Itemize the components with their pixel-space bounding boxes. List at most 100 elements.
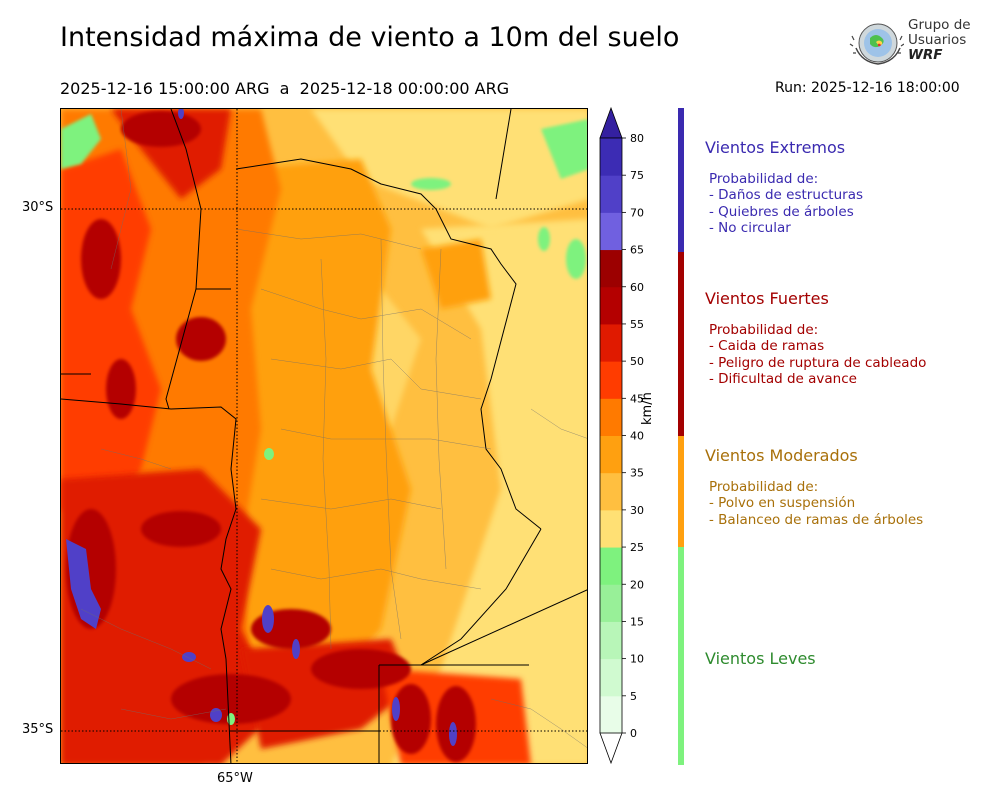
colorbar-tick-label: 60 (630, 281, 644, 294)
category-extreme-title: Vientos Extremos (705, 138, 846, 157)
colorbar-segment (600, 398, 622, 436)
dark-red-core-9 (391, 684, 431, 754)
prob-item: - Quiebres de árboles (709, 203, 854, 220)
colorbar-tick-label: 40 (630, 430, 644, 443)
category-moderate: Vientos Moderados Probabilidad de: - Pol… (705, 446, 995, 528)
colorbar-svg: 0 5 10 15 20 25 30 35 40 45 50 55 60 65 70 75 80 (599, 106, 644, 765)
prob-item: - Caida de ramas (709, 338, 825, 355)
category-extreme-list: Probabilidad de: - Daños de estructuras … (709, 171, 995, 236)
extreme-category-bar (678, 108, 684, 252)
green-patch-3 (566, 239, 586, 279)
green-patch-2 (541, 119, 587, 179)
colorbar-extend-max (599, 106, 623, 139)
orange-region-central (211, 159, 411, 709)
prob-item: - Balanceo de ramas de árboles (709, 511, 924, 528)
colorbar-tick-label: 45 (630, 392, 644, 405)
logo-line-2: Usuarios (908, 32, 967, 48)
dark-red-core-11 (176, 317, 226, 361)
period-separator: a (279, 79, 290, 98)
dark-red-core-1 (121, 111, 201, 147)
green-patch-5 (538, 227, 550, 251)
colorbar: 0 5 10 15 20 25 30 35 40 45 50 55 60 65 70 75 80 (596, 106, 656, 768)
colorbar-segment (600, 361, 622, 399)
colorbar-tick-label: 0 (630, 727, 637, 740)
colorbar-tick-label: 20 (630, 578, 644, 591)
colorbar-unit: km/h (640, 392, 655, 425)
colorbar-tick-label: 50 (630, 355, 644, 368)
purple-cell-1 (66, 539, 101, 629)
category-light: Vientos Leves (705, 649, 995, 668)
prob-item: - No circular (709, 219, 791, 236)
wind-map-svg (61, 109, 587, 763)
forecast-period: 2025-12-16 15:00:00 ARG a 2025-12-18 00:… (60, 79, 509, 98)
light-category-bar (678, 547, 684, 765)
purple-cell-8 (178, 109, 184, 119)
colorbar-segment (600, 212, 622, 251)
colorbar-segment (600, 472, 622, 511)
prob-item: - Daños de estructuras (709, 187, 864, 204)
colorbar-segment (600, 286, 622, 325)
colorbar-segment (600, 323, 622, 362)
colorbar-tick-label: 70 (630, 206, 644, 219)
category-strong-list: Probabilidad de: - Caida de ramas - Peli… (709, 322, 995, 387)
period-start: 2025-12-16 15:00:00 ARG (60, 79, 270, 98)
prob-header: Probabilidad de: (709, 322, 819, 338)
orange-region-lake (421, 239, 491, 309)
dark-red-core-8 (311, 649, 411, 689)
moderate-category-bar (678, 436, 684, 547)
green-patch-1 (61, 114, 101, 169)
dark-red-core-7 (171, 674, 291, 724)
colorbar-tick-label: 80 (630, 132, 644, 145)
colorbar-extend-min (599, 732, 623, 765)
globe-icon (849, 23, 904, 65)
colorbar-tick-label: 55 (630, 318, 644, 331)
category-strong: Vientos Fuertes Probabilidad de: - Caida… (705, 289, 995, 387)
province-boundaries (61, 109, 587, 763)
colorbar-tick-label: 35 (630, 467, 644, 480)
category-light-title: Vientos Leves (705, 649, 816, 668)
wind-map (60, 108, 588, 764)
yellow-region-east (392, 219, 587, 763)
colorbar-segment (600, 249, 622, 288)
period-end: 2025-12-18 00:00:00 ARG (299, 79, 510, 98)
run-timestamp: Run: 2025-12-16 18:00:00 (775, 80, 960, 96)
prob-item: - Polvo en suspensión (709, 495, 856, 512)
colorbar-tick-label: 15 (630, 615, 644, 628)
prob-header: Probabilidad de: (709, 479, 819, 495)
colorbar-segment (600, 658, 622, 697)
page-title: Intensidad máxima de viento a 10m del su… (60, 22, 680, 53)
colorbar-segment (600, 509, 622, 548)
dark-red-core-5 (141, 511, 221, 547)
colorbar-tick-label: 30 (630, 504, 644, 517)
colorbar-segment (600, 584, 622, 622)
colorbar-tick-label: 5 (630, 690, 637, 703)
green-patch-6 (264, 448, 274, 460)
colorbar-segment (600, 435, 622, 474)
colorbar-tick-label: 25 (630, 541, 644, 554)
strong-category-bar (678, 252, 684, 436)
purple-cell-6 (392, 697, 400, 721)
yellow-region-north (311, 109, 587, 229)
colorbar-segment (600, 621, 622, 660)
colorbar-segment (600, 695, 622, 734)
prob-header: Probabilidad de: (709, 171, 819, 187)
dark-red-core-10 (436, 686, 476, 762)
purple-cell-2 (262, 605, 274, 633)
category-extreme: Vientos Extremos Probabilidad de: - Daño… (705, 138, 995, 236)
logo-line-1: Grupo de (908, 17, 971, 33)
green-patch-4 (411, 178, 451, 190)
prob-item: - Peligro de ruptura de cableado (709, 354, 927, 371)
purple-cell-3 (292, 639, 300, 659)
wrf-logo: Grupo de Usuarios WRF (848, 16, 978, 74)
colorbar-segment (600, 175, 622, 213)
dark-red-core-2 (81, 219, 121, 299)
category-moderate-title: Vientos Moderados (705, 446, 858, 465)
category-moderate-list: Probabilidad de: - Polvo en suspensión -… (709, 479, 995, 528)
department-boundaries (80, 109, 587, 748)
lat-label-30s: 30°S (22, 200, 54, 215)
prob-item: - Dificultad de avance (709, 370, 857, 387)
colorbar-segment (600, 138, 622, 176)
colorbar-tick-label: 65 (630, 244, 644, 257)
colorbar-tick-label: 10 (630, 653, 644, 666)
lat-label-35s: 35°S (22, 722, 54, 737)
